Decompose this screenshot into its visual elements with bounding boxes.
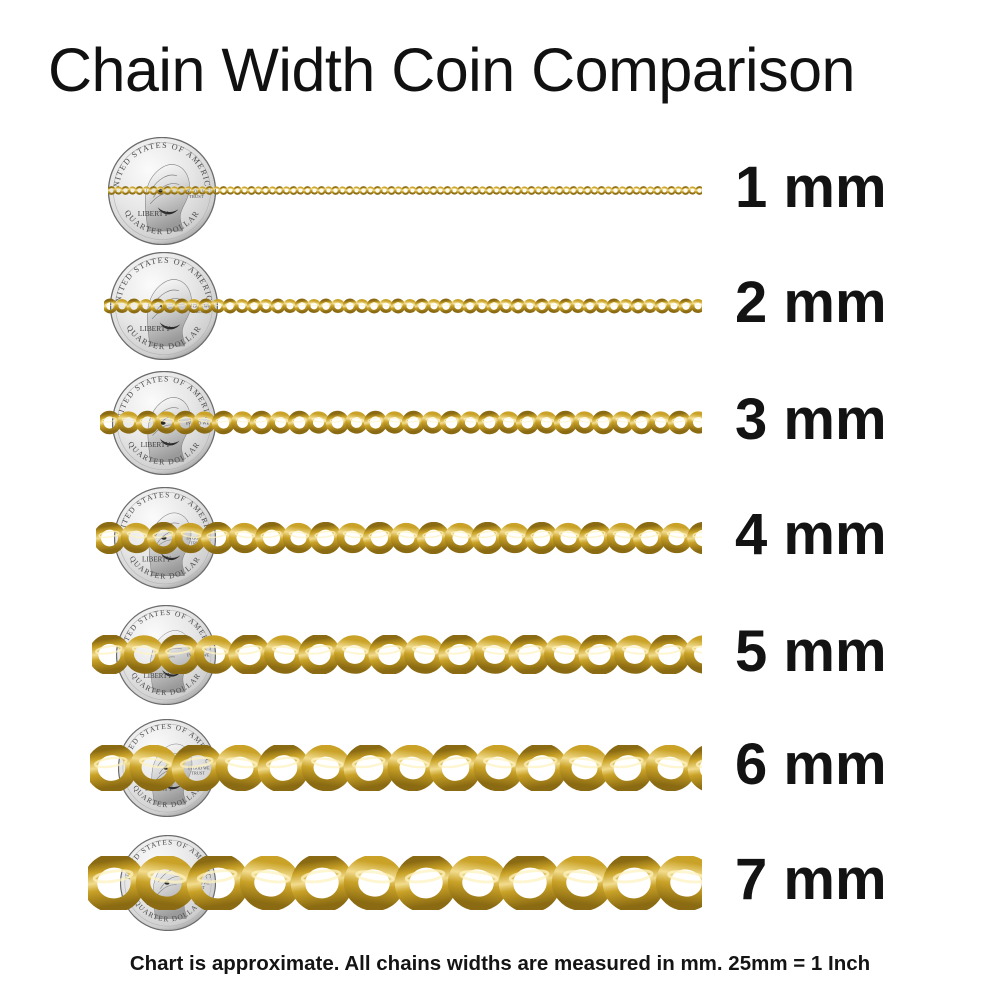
gold-curb-chain-2mm xyxy=(104,297,702,315)
chain-width-label-5mm: 5 mm xyxy=(735,619,887,684)
chain-width-label-6mm: 6 mm xyxy=(735,732,887,797)
chain-row-7mm: UNITED STATES OF AMERICA QUARTER DOLLAR … xyxy=(0,825,1000,940)
quarter-coin: UNITED STATES OF AMERICA QUARTER DOLLAR … xyxy=(108,137,216,245)
gold-curb-chain-4mm xyxy=(96,522,702,554)
gold-curb-chain-5mm xyxy=(92,635,702,674)
chain-row-4mm: UNITED STATES OF AMERICA QUARTER DOLLAR … xyxy=(0,480,1000,595)
chain-coin-stack: UNITED STATES OF AMERICA QUARTER DOLLAR … xyxy=(0,710,1000,825)
chain-width-label-2mm: 2 mm xyxy=(735,270,887,335)
svg-text:LIBERTY: LIBERTY xyxy=(144,673,173,680)
svg-text:LIBERTY: LIBERTY xyxy=(138,209,170,218)
svg-text:LIBERTY: LIBERTY xyxy=(141,441,171,449)
gold-curb-chain-3mm xyxy=(100,410,702,435)
svg-text:TRUST: TRUST xyxy=(189,195,204,200)
svg-text:IN GOD WE: IN GOD WE xyxy=(185,190,209,195)
chain-width-label-1mm: 1 mm xyxy=(735,155,887,220)
gold-curb-chain-1mm xyxy=(108,184,702,197)
chain-row-2mm: UNITED STATES OF AMERICA QUARTER DOLLAR … xyxy=(0,248,1000,363)
page-title: Chain Width Coin Comparison xyxy=(48,36,855,104)
svg-text:IN GOD WE: IN GOD WE xyxy=(188,765,210,770)
chain-coin-stack: UNITED STATES OF AMERICA QUARTER DOLLAR … xyxy=(0,597,1000,712)
chain-coin-stack: UNITED STATES OF AMERICA QUARTER DOLLAR … xyxy=(0,365,1000,480)
gold-curb-chain-7mm xyxy=(88,856,702,910)
chain-row-6mm: UNITED STATES OF AMERICA QUARTER DOLLAR … xyxy=(0,710,1000,825)
chain-width-label-3mm: 3 mm xyxy=(735,387,887,452)
chain-width-label-7mm: 7 mm xyxy=(735,847,887,912)
svg-text:LIBERTY: LIBERTY xyxy=(140,324,172,333)
chain-row-3mm: UNITED STATES OF AMERICA QUARTER DOLLAR … xyxy=(0,365,1000,480)
chain-coin-stack: UNITED STATES OF AMERICA QUARTER DOLLAR … xyxy=(0,480,1000,595)
chain-coin-stack: UNITED STATES OF AMERICA QUARTER DOLLAR … xyxy=(0,133,1000,248)
chain-coin-stack: UNITED STATES OF AMERICA QUARTER DOLLAR … xyxy=(0,825,1000,940)
chain-row-1mm: UNITED STATES OF AMERICA QUARTER DOLLAR … xyxy=(0,133,1000,248)
chain-row-5mm: UNITED STATES OF AMERICA QUARTER DOLLAR … xyxy=(0,597,1000,712)
svg-text:TRUST: TRUST xyxy=(192,770,206,775)
svg-text:LIBERTY: LIBERTY xyxy=(142,555,171,563)
gold-curb-chain-6mm xyxy=(90,745,702,791)
chain-coin-stack: UNITED STATES OF AMERICA QUARTER DOLLAR … xyxy=(0,248,1000,363)
footnote-text: Chart is approximate. All chains widths … xyxy=(129,952,871,975)
chain-width-label-4mm: 4 mm xyxy=(735,502,887,567)
svg-text:TRUST: TRUST xyxy=(191,310,206,315)
